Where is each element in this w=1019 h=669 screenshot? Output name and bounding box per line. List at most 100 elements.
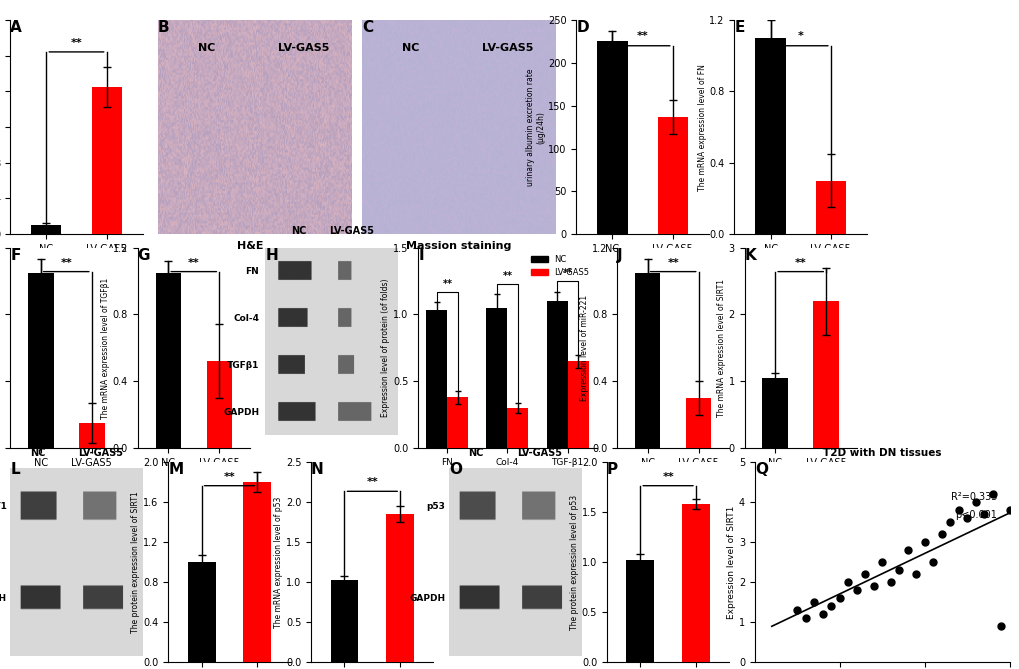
Y-axis label: Expression level of protein (of folds): Expression level of protein (of folds)	[381, 278, 390, 417]
Text: Massion staining: Massion staining	[406, 241, 512, 251]
Point	[856, 569, 872, 579]
Bar	[634, 272, 660, 448]
Bar	[426, 310, 447, 448]
Bar	[626, 560, 653, 662]
Text: NC: NC	[401, 43, 419, 53]
Text: **: **	[187, 258, 200, 268]
Point	[848, 585, 864, 595]
Text: N: N	[311, 462, 324, 476]
Text: NC: NC	[468, 448, 483, 458]
Y-axis label: Expression level of miR-221: Expression level of miR-221	[580, 295, 589, 401]
Text: LV-GAS5: LV-GAS5	[78, 448, 123, 458]
Y-axis label: The mRNA expression level of p53: The mRNA expression level of p53	[274, 496, 283, 628]
Text: *: *	[797, 31, 803, 41]
Text: J: J	[616, 248, 623, 262]
Text: **: **	[70, 37, 83, 47]
Text: **: **	[502, 271, 512, 281]
Bar	[597, 41, 627, 234]
Point	[899, 545, 915, 555]
Y-axis label: Expression level of SIRT1: Expression level of SIRT1	[727, 505, 736, 619]
Text: E: E	[734, 20, 744, 35]
Bar	[187, 562, 215, 662]
Bar	[92, 87, 121, 234]
Bar	[486, 308, 507, 448]
Text: P: P	[606, 462, 618, 476]
Point	[873, 557, 890, 567]
Bar	[206, 361, 232, 448]
Bar	[156, 272, 181, 448]
Bar	[79, 423, 105, 448]
Bar	[682, 504, 709, 662]
Text: M: M	[168, 462, 183, 476]
Text: **: **	[60, 258, 72, 268]
Text: LV-GAS5: LV-GAS5	[517, 448, 561, 458]
Text: LV-GAS5: LV-GAS5	[482, 43, 533, 53]
Y-axis label: The protein expression level of p53: The protein expression level of p53	[570, 494, 579, 630]
Point	[797, 613, 813, 624]
Text: G: G	[138, 248, 150, 262]
Y-axis label: The mRNA expression level of FN: The mRNA expression level of FN	[697, 64, 706, 191]
Text: **: **	[636, 31, 648, 41]
Point	[805, 597, 821, 607]
Point	[840, 577, 856, 587]
Text: NC: NC	[30, 448, 45, 458]
Text: C: C	[362, 20, 373, 35]
Text: GAPDH: GAPDH	[223, 407, 259, 417]
Text: **: **	[666, 258, 679, 268]
Point	[942, 516, 958, 527]
Text: SIRT1: SIRT1	[0, 502, 7, 511]
Text: I: I	[418, 248, 424, 262]
Text: Col-4: Col-4	[233, 314, 259, 323]
Text: B: B	[158, 20, 169, 35]
Text: **: **	[442, 279, 451, 289]
Point	[983, 488, 1000, 499]
Y-axis label: The mRNA expression level of SIRT1: The mRNA expression level of SIRT1	[716, 279, 726, 417]
Text: **: **	[562, 268, 572, 278]
Bar	[546, 301, 567, 448]
Point	[958, 512, 974, 523]
Bar	[815, 181, 845, 234]
Text: p<0.001: p<0.001	[954, 510, 997, 520]
Text: FN: FN	[246, 267, 259, 276]
Bar	[762, 378, 788, 448]
Bar	[507, 408, 528, 448]
Point	[830, 593, 847, 603]
Bar	[330, 581, 358, 662]
Bar	[686, 398, 711, 448]
Bar	[813, 301, 839, 448]
Point	[881, 577, 898, 587]
Bar	[386, 514, 414, 662]
Text: L: L	[10, 462, 19, 476]
Text: LV-GAS5: LV-GAS5	[278, 43, 329, 53]
Bar	[32, 225, 61, 234]
Point	[993, 621, 1009, 632]
Title: T2D with DN tissues: T2D with DN tissues	[822, 448, 941, 458]
Text: **: **	[366, 477, 378, 487]
Text: GAPDH: GAPDH	[409, 594, 445, 603]
Text: H: H	[265, 248, 277, 262]
Text: LV-GAS5: LV-GAS5	[329, 226, 374, 235]
Point	[967, 496, 983, 507]
Bar	[29, 272, 53, 448]
Text: K: K	[744, 248, 756, 262]
Point	[907, 569, 923, 579]
Legend: NC, LV-GAS5: NC, LV-GAS5	[527, 252, 592, 280]
Point	[924, 557, 941, 567]
Y-axis label: The protein expression level of SIRT1: The protein expression level of SIRT1	[131, 491, 141, 633]
Text: R²=0.333: R²=0.333	[950, 492, 997, 502]
Text: **: **	[223, 472, 235, 482]
Text: O: O	[448, 462, 462, 476]
Y-axis label: urinary albumin excretion rate
(μg/24h): urinary albumin excretion rate (μg/24h)	[525, 68, 544, 186]
Bar	[244, 482, 271, 662]
Text: GAPDH: GAPDH	[0, 594, 7, 603]
Text: H&E: H&E	[236, 241, 263, 251]
Point	[916, 537, 932, 547]
Point	[932, 529, 949, 539]
Bar	[447, 397, 468, 448]
Text: F: F	[10, 248, 20, 262]
Point	[814, 609, 830, 619]
Point	[865, 581, 881, 591]
Text: D: D	[576, 20, 588, 35]
Point	[1001, 504, 1017, 515]
Text: A: A	[10, 20, 22, 35]
